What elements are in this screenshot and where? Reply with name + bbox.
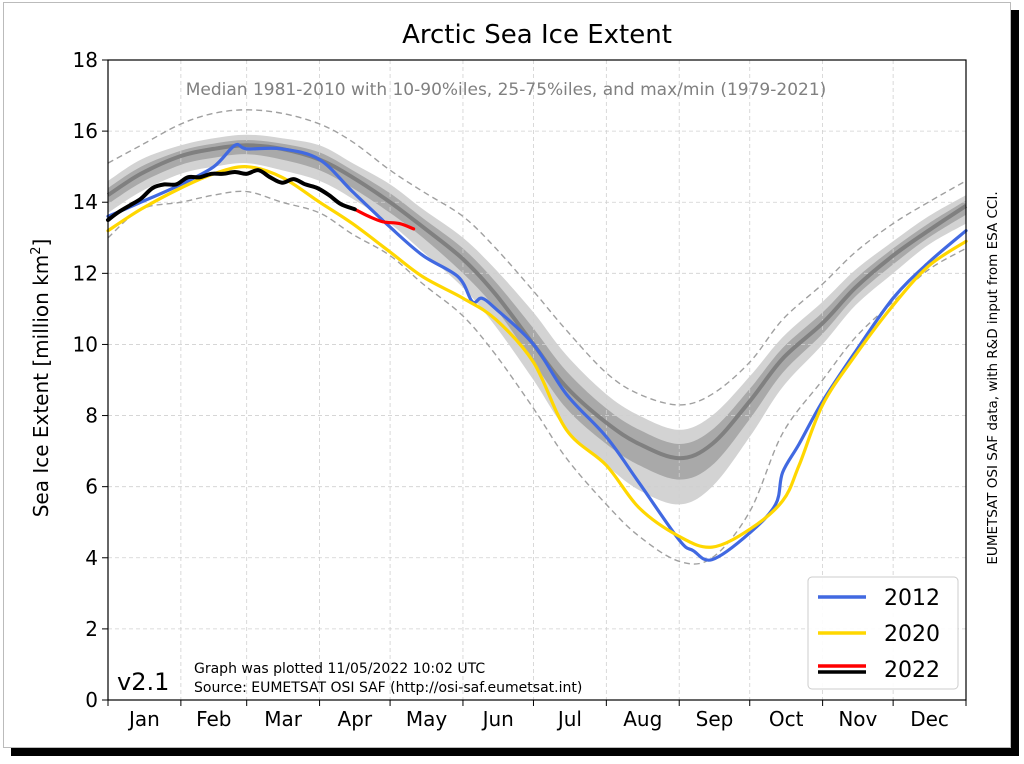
x-tick-label-oct: Oct	[769, 707, 804, 731]
series-line-2022-3	[106, 168, 357, 222]
series-line-2020-1	[106, 165, 968, 549]
y-axis-label: Sea Ice Extent [million km2]	[29, 239, 53, 518]
y-tick-label: 12	[73, 261, 98, 285]
x-tick-label-aug: Aug	[623, 707, 662, 731]
band-10-90-percentile	[108, 134, 966, 505]
figure-frame: 0 2 4 6 8 10 12 14 16 18 Jan Feb Mar Apr May Jun Jul Aug S…	[3, 2, 1011, 748]
y-tick-label: 4	[85, 546, 98, 570]
y-tick-label: 14	[73, 190, 98, 214]
x-tick-label-dec: Dec	[910, 707, 949, 731]
y-tick-label: 8	[85, 404, 98, 428]
grid-lines	[108, 60, 966, 700]
x-tick-label-may: May	[406, 707, 448, 731]
y-tick-label: 2	[85, 617, 98, 641]
x-tick-label-feb: Feb	[196, 707, 231, 731]
source-note: Source: EUMETSAT OSI SAF (http://osi-saf…	[194, 680, 582, 696]
x-tick-label-jul: Jul	[556, 707, 582, 731]
y-tick-label: 6	[85, 475, 98, 499]
series-line-2022-2	[353, 207, 416, 231]
legend-label-2012: 2012	[884, 586, 940, 611]
y-tick-label: 0	[85, 688, 98, 712]
x-tick-label-apr: Apr	[338, 707, 373, 731]
legend: 2012 2020 2022	[807, 576, 959, 690]
legend-label-2020: 2020	[884, 622, 940, 647]
version-label: v2.1	[117, 668, 169, 696]
axes: 0 2 4 6 8 10 12 14 16 18 Jan Feb Mar Apr May Jun Jul Aug S…	[73, 48, 967, 731]
y-tick-label: 10	[73, 332, 98, 356]
y-tick-label: 16	[73, 119, 98, 143]
chart-subtitle: Median 1981-2010 with 10-90%iles, 25-75%…	[186, 80, 827, 100]
plot-area	[107, 59, 967, 701]
max-line	[107, 109, 967, 406]
climatology-bands	[108, 134, 966, 505]
chart-title: Arctic Sea Ice Extent	[402, 20, 672, 50]
plotted-date-note: Graph was plotted 11/05/2022 10:02 UTC	[194, 661, 485, 677]
x-tick-label-jun: Jun	[481, 707, 514, 731]
series-line-2012-0	[106, 142, 968, 562]
x-tick-label-nov: Nov	[838, 707, 877, 731]
y-tick-label: 18	[73, 48, 98, 72]
x-tick-label-sep: Sep	[696, 707, 734, 731]
data-source-note: EUMETSAT OSI SAF data, with R&D input fr…	[985, 191, 1001, 564]
band-25-75-percentile	[108, 140, 966, 480]
x-tick-label-jan: Jan	[127, 707, 160, 731]
sea-ice-chart: 0 2 4 6 8 10 12 14 16 18 Jan Feb Mar Apr May Jun Jul Aug S…	[29, 20, 1001, 731]
series-lines	[106, 109, 968, 565]
x-tick-label-mar: Mar	[264, 707, 303, 731]
min-line	[107, 190, 967, 565]
legend-label-2022: 2022	[884, 658, 940, 683]
legend-box	[807, 576, 959, 690]
